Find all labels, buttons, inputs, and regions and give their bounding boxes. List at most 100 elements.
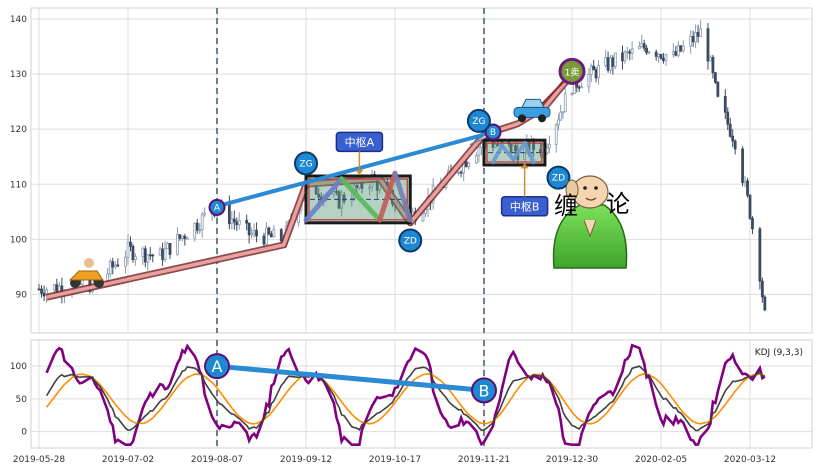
car-cabin bbox=[521, 98, 545, 108]
candle-body bbox=[148, 254, 152, 257]
candle-body bbox=[185, 237, 189, 240]
kdj-marker-b-circle bbox=[471, 377, 497, 404]
candle-body bbox=[163, 248, 167, 261]
candle-body bbox=[265, 227, 268, 245]
candle-body bbox=[230, 218, 234, 224]
kdj-marker-b: B bbox=[471, 377, 497, 404]
monk-eye bbox=[594, 186, 598, 190]
candle-body bbox=[42, 292, 46, 297]
monk-mouth bbox=[585, 197, 597, 201]
candle-body bbox=[467, 162, 471, 168]
candle-body bbox=[709, 56, 712, 62]
candle-body bbox=[679, 45, 683, 52]
candle-body bbox=[227, 202, 231, 224]
candle-body bbox=[151, 254, 155, 257]
candle-body bbox=[625, 51, 629, 54]
candle-body bbox=[751, 218, 754, 230]
zhongshu-a-stroke bbox=[303, 176, 345, 223]
watermark-char-2: 论 bbox=[606, 190, 630, 218]
kdj-plot-area bbox=[30, 339, 813, 449]
candle-body bbox=[52, 284, 56, 291]
candle-body bbox=[113, 264, 117, 268]
candle-body bbox=[335, 191, 338, 193]
candle-body bbox=[597, 65, 600, 79]
x-tick-label: 2019-11-21 bbox=[458, 455, 510, 465]
candle-body bbox=[557, 119, 560, 126]
candle-body bbox=[554, 124, 558, 145]
candle-body bbox=[279, 229, 283, 242]
candle-body bbox=[421, 212, 425, 222]
candle-body bbox=[340, 194, 344, 209]
price-panel: 90 100 110 120 130 140 bbox=[10, 7, 813, 334]
scooter-rider bbox=[84, 258, 94, 268]
price-plot-area bbox=[30, 7, 813, 334]
price-marker-zg-circle bbox=[294, 151, 318, 176]
candle-body bbox=[613, 52, 617, 67]
candle-body bbox=[200, 214, 204, 231]
price-marker-zd-label: ZD bbox=[552, 174, 565, 184]
candle-body bbox=[262, 235, 266, 245]
candle-body bbox=[232, 218, 236, 223]
candle-body bbox=[176, 234, 179, 255]
candle-body bbox=[645, 47, 648, 54]
candle-body bbox=[691, 36, 695, 43]
price-marker-a-circle bbox=[208, 198, 226, 216]
candle-body bbox=[134, 256, 137, 261]
x-tick-label: 2019-07-02 bbox=[102, 455, 154, 465]
candle-body bbox=[731, 135, 735, 142]
zhongshu-annotation-arrowhead bbox=[355, 169, 364, 175]
price-marker-b-label: B bbox=[490, 128, 496, 138]
candle-body bbox=[706, 28, 710, 62]
price-marker-zg-label: ZG bbox=[472, 117, 485, 127]
sell-badge-circle bbox=[558, 57, 586, 85]
candle-body bbox=[748, 194, 752, 219]
kdj-panel: 2019-05-28 2019-07-02 2019-08-07 2019-09-12… bbox=[10, 339, 813, 465]
candle-body bbox=[589, 65, 593, 75]
candle-body bbox=[563, 93, 567, 113]
candle-body bbox=[676, 45, 680, 56]
price-marker-zd-label: ZD bbox=[404, 236, 417, 246]
candle-body bbox=[628, 51, 632, 54]
candle-body bbox=[247, 222, 251, 236]
kdj-line-k bbox=[45, 365, 765, 432]
price-marker-zd-circle bbox=[546, 165, 571, 190]
zhongshu-a-stroke bbox=[392, 170, 413, 223]
candle-body bbox=[559, 111, 563, 121]
candle-body bbox=[474, 154, 478, 164]
candle-body bbox=[733, 140, 737, 150]
candle-body bbox=[637, 46, 641, 50]
price-marker-zd: ZD bbox=[546, 165, 571, 190]
candle-body bbox=[713, 72, 717, 83]
price-marker-a-label: A bbox=[214, 203, 221, 213]
monk-eye bbox=[583, 186, 587, 190]
candle-body bbox=[630, 48, 634, 54]
x-tick-label: 2019-08-07 bbox=[191, 455, 243, 465]
candle-body bbox=[606, 57, 610, 71]
candle-body bbox=[267, 227, 271, 235]
candle-body bbox=[126, 241, 130, 258]
candle-body bbox=[726, 111, 730, 125]
candle-body bbox=[671, 51, 675, 55]
kdj-y-tick-label: 0 bbox=[21, 428, 27, 438]
car-wheel bbox=[518, 114, 526, 123]
candle-body bbox=[464, 161, 468, 168]
candle-body bbox=[647, 51, 651, 54]
price-y-tick-label: 90 bbox=[16, 290, 28, 300]
price-y-tick-label: 110 bbox=[10, 180, 27, 190]
kdj-marker-a-circle bbox=[204, 353, 230, 380]
candle-body bbox=[203, 212, 207, 216]
price-marker-zd: ZD bbox=[398, 228, 423, 253]
candle-body bbox=[166, 243, 169, 250]
zhongshu-box-inner bbox=[486, 142, 543, 163]
candle-body bbox=[198, 229, 202, 232]
candle-body bbox=[654, 51, 658, 57]
candle-body bbox=[37, 288, 41, 291]
candle-body bbox=[760, 280, 764, 298]
price-marker-zd-circle bbox=[398, 228, 423, 253]
candle-body bbox=[561, 111, 565, 114]
price-marker-zg: ZG bbox=[466, 108, 491, 133]
candle-body bbox=[111, 261, 115, 268]
candle-body bbox=[180, 235, 184, 239]
candle-body bbox=[681, 45, 685, 52]
candle-body bbox=[570, 93, 574, 96]
